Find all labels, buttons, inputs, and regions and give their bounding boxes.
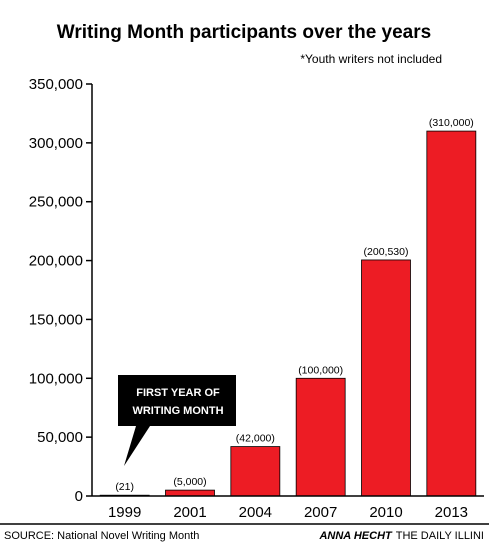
data-label: (5,000) (173, 476, 206, 488)
credit-org: THE DAILY ILLINI (396, 530, 484, 542)
x-tick-label: 2001 (173, 504, 206, 521)
bar (361, 259, 411, 497)
annotation-box (118, 375, 236, 466)
data-label: (21) (115, 481, 134, 493)
y-tick-label: 50,000 (37, 429, 83, 446)
x-tick-label: 2007 (304, 504, 337, 521)
x-axis: 1999 2001 2004 2007 2010 2013 (0, 495, 489, 525)
y-tick-label: 200,000 (29, 253, 83, 270)
bar (165, 489, 215, 497)
y-tick-label: 100,000 (29, 370, 83, 387)
y-tick-label: 150,000 (29, 311, 83, 328)
data-labels: (21) (5,000) (42,000) (100,000) (200,530) (31… (115, 117, 473, 493)
annotation-line-1: FIRST YEAR OF (136, 387, 220, 399)
bars (99, 130, 477, 497)
y-tick-label: 250,000 (29, 194, 83, 211)
bar (230, 446, 281, 497)
annotation-callout: FIRST YEAR OF WRITING MONTH (118, 375, 236, 466)
credit: ANNA HECHT THE DAILY ILLINI (318, 530, 484, 542)
data-label: (100,000) (298, 364, 343, 376)
y-tick-label: 350,000 (29, 76, 83, 93)
data-label: (200,530) (364, 246, 409, 258)
bar (295, 377, 346, 497)
data-label: (42,000) (236, 433, 275, 445)
x-tick-label: 2004 (239, 504, 272, 521)
y-tick-label: 0 (75, 488, 83, 505)
chart-title: Writing Month participants over the year… (57, 22, 431, 43)
y-tick-label: 300,000 (29, 135, 83, 152)
x-tick-label: 1999 (108, 504, 141, 521)
credit-name: ANNA HECHT (318, 530, 393, 542)
y-axis: 0 50,000 100,000 150,000 200,000 250,000 300,0… (29, 76, 93, 505)
bar (426, 130, 477, 497)
x-tick-label: 2013 (435, 504, 468, 521)
chart-subtitle: *Youth writers not included (300, 52, 442, 66)
source-note: SOURCE: National Novel Writing Month (4, 530, 199, 542)
data-label: (310,000) (429, 117, 474, 129)
annotation-line-2: WRITING MONTH (132, 405, 223, 417)
x-tick-label: 2010 (369, 504, 402, 521)
